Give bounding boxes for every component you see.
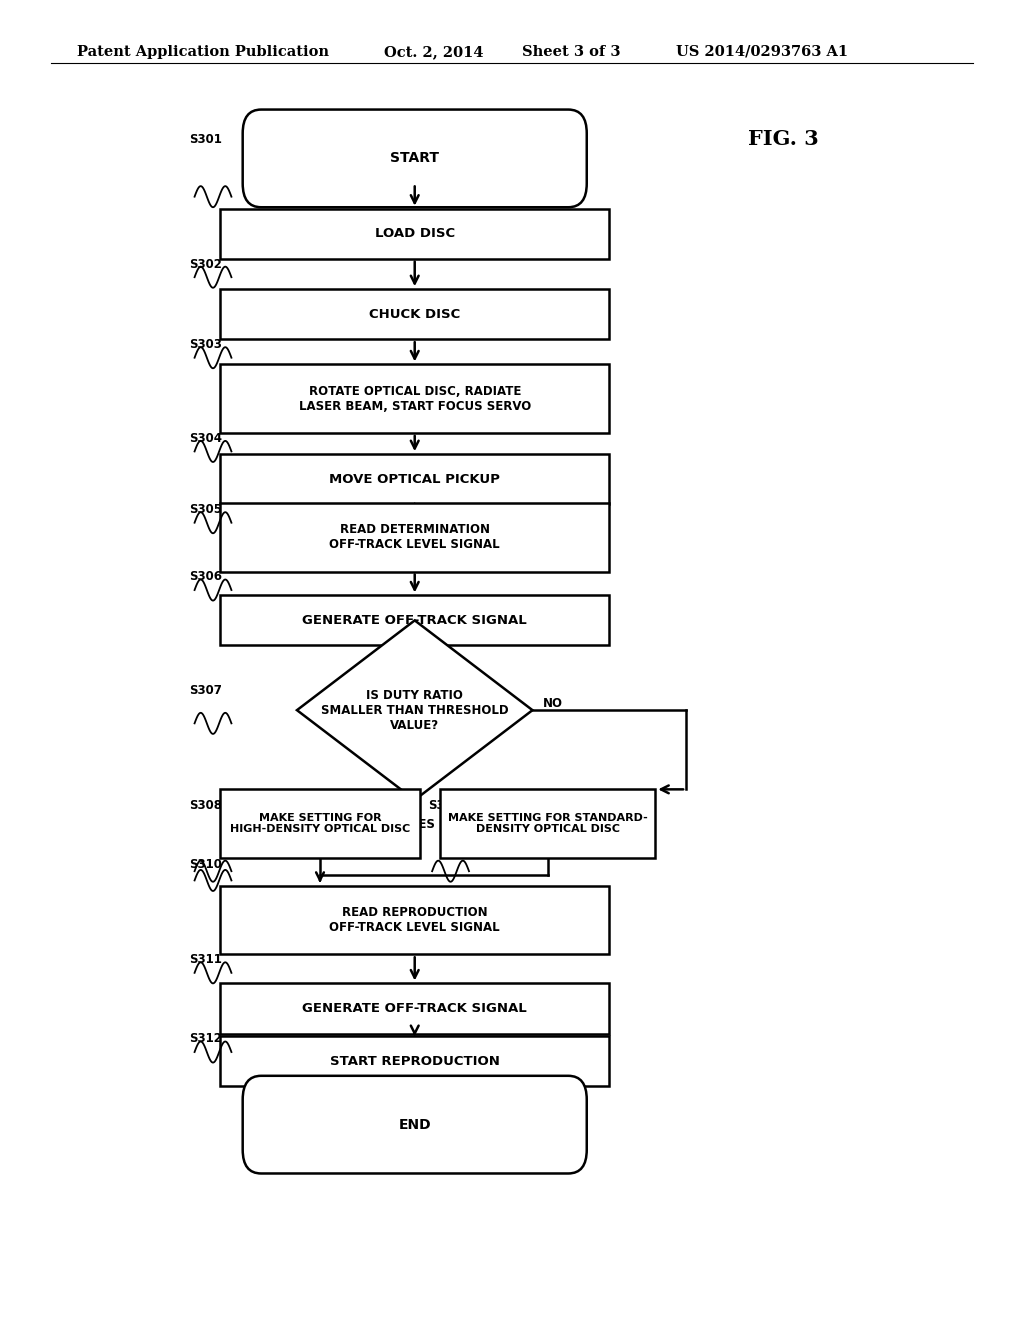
Text: MAKE SETTING FOR
HIGH-DENSITY OPTICAL DISC: MAKE SETTING FOR HIGH-DENSITY OPTICAL DI…: [229, 813, 411, 834]
FancyBboxPatch shape: [243, 110, 587, 207]
Text: S305: S305: [189, 503, 222, 516]
Text: S304: S304: [189, 432, 222, 445]
Bar: [220, 595, 609, 645]
Bar: [220, 1036, 609, 1086]
Bar: [220, 209, 609, 259]
Text: FIG. 3: FIG. 3: [748, 128, 818, 149]
Text: S308: S308: [189, 799, 222, 812]
Text: END: END: [398, 1118, 431, 1131]
Text: S301: S301: [189, 133, 222, 147]
Text: S311: S311: [189, 953, 222, 966]
Text: MAKE SETTING FOR STANDARD-
DENSITY OPTICAL DISC: MAKE SETTING FOR STANDARD- DENSITY OPTIC…: [447, 813, 648, 834]
Text: YES: YES: [411, 818, 435, 832]
Text: LOAD DISC: LOAD DISC: [375, 227, 455, 240]
Bar: [220, 886, 609, 954]
Bar: [440, 789, 655, 858]
Text: READ DETERMINATION
OFF-TRACK LEVEL SIGNAL: READ DETERMINATION OFF-TRACK LEVEL SIGNA…: [330, 523, 500, 552]
Text: S309: S309: [428, 799, 461, 812]
Text: START REPRODUCTION: START REPRODUCTION: [330, 1055, 500, 1068]
Text: S306: S306: [189, 570, 222, 583]
Text: GENERATE OFF-TRACK SIGNAL: GENERATE OFF-TRACK SIGNAL: [302, 1002, 527, 1015]
Text: GENERATE OFF-TRACK SIGNAL: GENERATE OFF-TRACK SIGNAL: [302, 614, 527, 627]
Bar: [220, 789, 420, 858]
Bar: [220, 454, 609, 504]
Text: NO: NO: [543, 697, 563, 710]
Text: S312: S312: [189, 1032, 222, 1045]
Bar: [220, 983, 609, 1034]
Text: MOVE OPTICAL PICKUP: MOVE OPTICAL PICKUP: [330, 473, 500, 486]
Text: S303: S303: [189, 338, 222, 351]
Text: Oct. 2, 2014: Oct. 2, 2014: [384, 45, 483, 59]
Text: Sheet 3 of 3: Sheet 3 of 3: [522, 45, 621, 59]
Text: S310: S310: [189, 858, 222, 871]
Text: US 2014/0293763 A1: US 2014/0293763 A1: [676, 45, 848, 59]
Text: S302: S302: [189, 257, 222, 271]
Text: S307: S307: [189, 684, 222, 697]
Bar: [220, 364, 609, 433]
Text: ROTATE OPTICAL DISC, RADIATE
LASER BEAM, START FOCUS SERVO: ROTATE OPTICAL DISC, RADIATE LASER BEAM,…: [299, 384, 530, 413]
Text: Patent Application Publication: Patent Application Publication: [77, 45, 329, 59]
FancyBboxPatch shape: [243, 1076, 587, 1173]
Text: IS DUTY RATIO
SMALLER THAN THRESHOLD
VALUE?: IS DUTY RATIO SMALLER THAN THRESHOLD VAL…: [321, 689, 509, 731]
Text: READ REPRODUCTION
OFF-TRACK LEVEL SIGNAL: READ REPRODUCTION OFF-TRACK LEVEL SIGNAL: [330, 906, 500, 935]
Text: CHUCK DISC: CHUCK DISC: [369, 308, 461, 321]
Text: START: START: [390, 152, 439, 165]
Bar: [220, 503, 609, 572]
Bar: [220, 289, 609, 339]
Polygon shape: [297, 620, 532, 800]
